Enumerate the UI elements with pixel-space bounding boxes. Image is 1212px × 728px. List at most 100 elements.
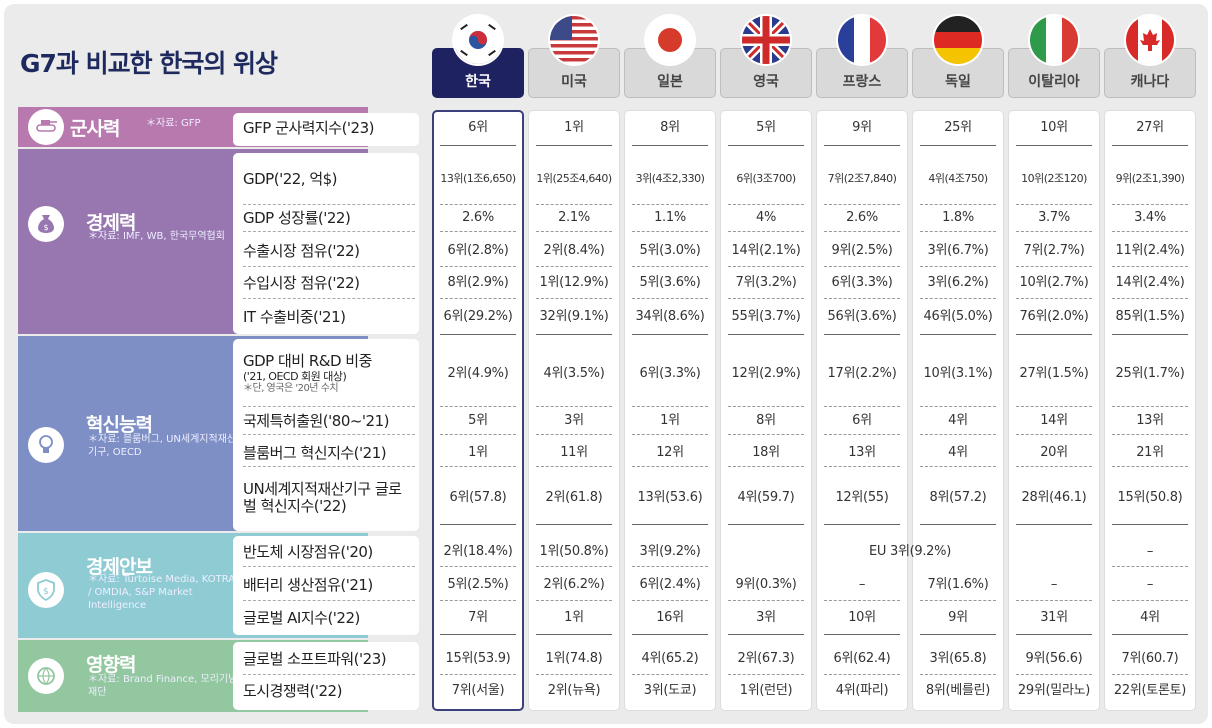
- country-tab-3[interactable]: 영국: [720, 48, 812, 98]
- value-cell: 28위(46.1): [1021, 490, 1087, 505]
- divider: [1112, 204, 1188, 205]
- divider: [632, 145, 708, 146]
- value-cell: –: [1146, 577, 1154, 592]
- divider: [536, 266, 612, 267]
- value-cell: 8위(2.9%): [447, 275, 509, 290]
- divider: [440, 266, 516, 267]
- divider: [728, 231, 804, 232]
- divider: [728, 466, 804, 467]
- value-cell: 55위(3.7%): [731, 309, 801, 324]
- category-title: 혁신능력: [86, 414, 153, 436]
- value-cell: 6위(57.8): [449, 490, 507, 505]
- divider: [1016, 334, 1092, 335]
- value-cell: 14위: [1040, 413, 1068, 428]
- metric-label: GDP 대비 R&D 비중 ('21, OECD 회원 대상) ＊단, 영국은 '2…: [243, 342, 413, 406]
- divider: [243, 231, 415, 232]
- value-cell: 3위(9.2%): [639, 544, 701, 559]
- divider: [440, 334, 516, 335]
- divider: [920, 466, 996, 467]
- country-name: 이탈리아: [1028, 74, 1080, 90]
- metric-name: IT 수출비중('21): [243, 307, 346, 326]
- divider: [632, 634, 708, 635]
- value-cell: 9위(0.3%): [735, 577, 797, 592]
- country-name: 미국: [561, 74, 587, 90]
- japan-flag-icon: [646, 16, 694, 64]
- divider: [243, 298, 415, 299]
- value-cell: 6위(3조700): [736, 172, 796, 185]
- metric-name: GFP 군사력지수('23): [243, 118, 374, 137]
- value-cell: 2.6%: [462, 210, 494, 225]
- divider: [243, 204, 415, 205]
- value-cell: 22위(토론토): [1113, 683, 1187, 698]
- divider: [243, 674, 415, 675]
- metric-label: GDP('22, 억$): [243, 154, 413, 204]
- country-column-3: [720, 110, 812, 711]
- value-cell: 11위(2.4%): [1115, 243, 1185, 258]
- value-cell: 5위: [756, 120, 776, 135]
- divider: [920, 298, 996, 299]
- value-cell: 15위(50.8): [1117, 490, 1183, 505]
- value-cell: 9위(2.5%): [831, 243, 893, 258]
- divider: [1016, 266, 1092, 267]
- value-cell: 7위(3.2%): [735, 275, 797, 290]
- divider: [728, 600, 804, 601]
- divider: [440, 231, 516, 232]
- divider: [632, 466, 708, 467]
- value-cell: 2.6%: [846, 210, 878, 225]
- metric-label: GFP 군사력지수('23): [243, 111, 413, 145]
- divider: [243, 406, 415, 407]
- value-cell: 25위(1.7%): [1115, 366, 1185, 381]
- divider: [632, 566, 708, 567]
- divider: [536, 434, 612, 435]
- value-cell: 4위: [1140, 610, 1160, 625]
- divider: [728, 204, 804, 205]
- metric-label: 배터리 생산점유('21): [243, 570, 413, 600]
- value-cell: 4위(65.2): [641, 651, 699, 666]
- divider: [440, 566, 516, 567]
- metric-name: 도시경쟁력('22): [243, 681, 342, 700]
- value-cell: 10위(2조120): [1021, 172, 1087, 185]
- divider: [632, 334, 708, 335]
- divider: [920, 231, 996, 232]
- value-cell: 46위(5.0%): [923, 309, 993, 324]
- value-cell: 1위(50.8%): [539, 544, 609, 559]
- divider: [920, 634, 996, 635]
- value-cell: 20위: [1040, 445, 1068, 460]
- divider: [536, 634, 612, 635]
- value-cell: 6위: [468, 120, 488, 135]
- value-cell: 2위(6.2%): [543, 577, 605, 592]
- divider: [440, 634, 516, 635]
- divider: [824, 524, 900, 525]
- metric-name: 글로벌 AI지수('22): [243, 608, 360, 627]
- metric-label-box: [233, 642, 419, 710]
- value-cell: 8위: [660, 120, 680, 135]
- country-tab-5[interactable]: 독일: [912, 48, 1004, 98]
- divider: [1016, 231, 1092, 232]
- metric-label-box: [233, 536, 419, 635]
- divider: [920, 600, 996, 601]
- category-title: 군사력: [70, 118, 120, 140]
- value-cell: 2위(뉴욕): [547, 683, 601, 698]
- value-cell: 2위(18.4%): [443, 544, 513, 559]
- divider: [920, 204, 996, 205]
- value-cell: 1위(12.9%): [539, 275, 609, 290]
- divider: [243, 600, 415, 601]
- divider: [536, 524, 612, 525]
- divider: [1112, 466, 1188, 467]
- divider: [243, 566, 415, 567]
- country-column-4: [816, 110, 908, 711]
- divider: [1016, 524, 1092, 525]
- country-tab-6[interactable]: 이탈리아: [1008, 48, 1100, 98]
- divider: [1112, 145, 1188, 146]
- value-cell: 4위(파리): [835, 683, 889, 698]
- value-cell: 1위: [564, 610, 584, 625]
- value-cell: 12위: [656, 445, 684, 460]
- divider: [440, 600, 516, 601]
- value-cell: 7위(60.7): [1121, 651, 1179, 666]
- value-cell: 7위(2.7%): [1023, 243, 1085, 258]
- value-cell: 9위(2조1,390): [1115, 172, 1185, 185]
- value-cell: 21위: [1136, 445, 1164, 460]
- value-cell: 7위(서울): [451, 683, 505, 698]
- metric-name: 글로벌 소프트파워('23): [243, 649, 387, 668]
- money-bag-icon: $: [28, 206, 64, 242]
